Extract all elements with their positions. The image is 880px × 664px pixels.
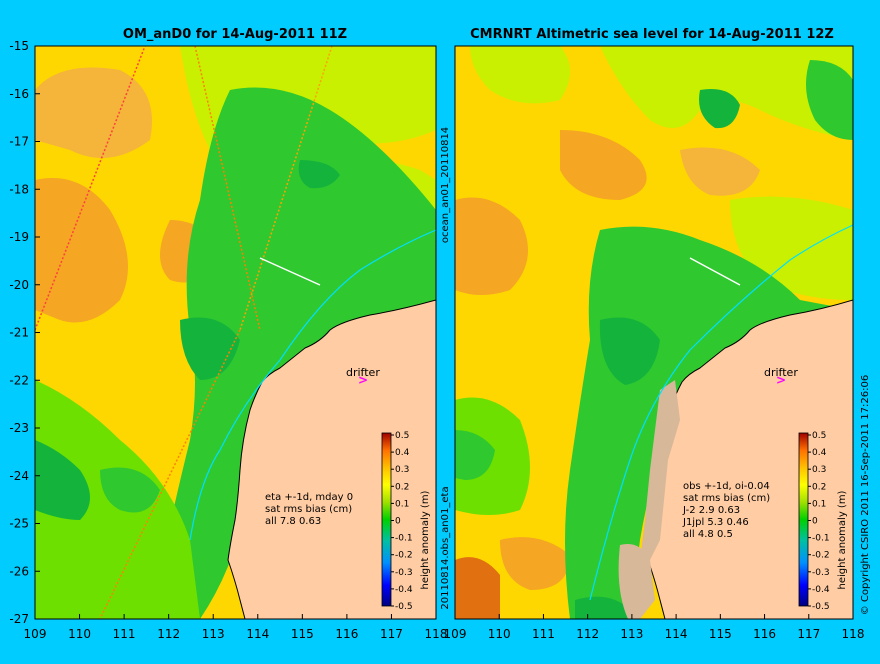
colorbar-tick-label: -0.5 [395, 602, 413, 612]
colorbar-tick-label: 0.5 [395, 431, 409, 441]
left-map-annotation: eta +-1d, mday 0 sat rms bias (cm) all 7… [265, 492, 353, 527]
y-tick-label: -15 [9, 39, 29, 53]
y-tick-label: -26 [9, 564, 29, 578]
right-colorbar: 0.5 0.4 0.3 0.2 0.1 0 -0.1 -0.2 -0.3 -0.4 -0.5 hei… [798, 431, 848, 612]
y-tick-label: -27 [9, 612, 29, 626]
y-tick-label: -24 [9, 469, 29, 483]
x-tick-label: 118 [842, 627, 865, 641]
left-map-title: OM_anD0 for 14-Aug-2011 11Z [123, 27, 347, 42]
left-map-drifter-label: drifter [346, 366, 380, 379]
colorbar-tick-label: 0.5 [812, 431, 826, 441]
right-map-annotation-line: obs +-1d, oi-0.04 [683, 481, 770, 492]
y-tick-label: -16 [9, 87, 29, 101]
x-tick-label: 116 [753, 627, 776, 641]
colorbar-tick-label: -0.2 [812, 551, 830, 561]
x-tick-label: 110 [68, 627, 91, 641]
x-tick-label: 115 [291, 627, 314, 641]
right-map-drifter-label: drifter [764, 366, 798, 379]
colorbar-tick-label: -0.3 [395, 568, 413, 578]
right-map-annotation-line: all 4.8 0.5 [683, 529, 733, 540]
right-map: CMRNRT Altimetric sea level for 14-Aug-2… [454, 27, 854, 620]
x-tick-label: 109 [444, 627, 467, 641]
y-tick-label: -23 [9, 421, 29, 435]
x-tick-label: 113 [202, 627, 225, 641]
x-tick-label: 111 [532, 627, 555, 641]
right-colorbar-label: height anomaly (m) [837, 490, 848, 589]
right-map-annotation-line: sat rms bias (cm) [683, 493, 770, 504]
left-map: OM_anD0 for 14-Aug-2011 11Z [34, 27, 437, 620]
colorbar-tick-label: 0.4 [395, 448, 410, 458]
y-tick-label: -18 [9, 182, 29, 196]
colorbar-tick-label: 0 [812, 517, 818, 527]
y-tick-label: -19 [9, 230, 29, 244]
x-tick-label: 109 [24, 627, 47, 641]
right-map-title: CMRNRT Altimetric sea level for 14-Aug-2… [470, 27, 834, 42]
y-tick-label: -21 [9, 326, 29, 340]
colorbar-tick-label: 0.2 [395, 482, 409, 492]
side-label-lower: 20110814.obs_an01_eta [440, 486, 451, 609]
right-map-annotation-line: J1jpl 5.3 0.46 [682, 517, 749, 528]
x-tick-label: 111 [113, 627, 136, 641]
left-colorbar-ramp [381, 432, 392, 607]
colorbar-tick-label: 0.3 [395, 465, 409, 475]
left-map-annotation-line: eta +-1d, mday 0 [265, 492, 353, 503]
left-colorbar-label: height anomaly (m) [420, 490, 431, 589]
left-map-annotation-line: sat rms bias (cm) [265, 504, 352, 515]
colorbar-tick-label: 0.3 [812, 465, 826, 475]
x-tick-label: 116 [335, 627, 358, 641]
colorbar-tick-label: -0.1 [812, 534, 830, 544]
right-x-axis: 109 110 111 112 113 114 115 116 117 118 [444, 614, 865, 641]
colorbar-tick-label: -0.4 [395, 585, 413, 595]
x-tick-label: 115 [709, 627, 732, 641]
colorbar-tick-label: 0 [395, 517, 401, 527]
left-map-drifter-arrow: > [358, 373, 368, 387]
x-tick-label: 117 [797, 627, 820, 641]
x-tick-label: 110 [488, 627, 511, 641]
x-tick-label: 114 [246, 627, 269, 641]
colorbar-tick-label: 0.1 [395, 499, 409, 509]
colorbar-tick-label: -0.4 [812, 585, 830, 595]
right-colorbar-ramp [798, 432, 809, 607]
colorbar-tick-label: -0.5 [812, 602, 830, 612]
side-label-upper: ocean_an01_20110814 [440, 127, 451, 243]
colorbar-tick-label: -0.3 [812, 568, 830, 578]
left-y-axis: -15 -16 -17 -18 -19 -20 -21 -22 -23 -24 -25 -26 -27 [9, 39, 40, 626]
left-map-field [35, 46, 436, 619]
colorbar-tick-label: -0.1 [395, 534, 413, 544]
right-map-annotation-line: J-2 2.9 0.63 [682, 505, 740, 516]
x-tick-label: 114 [665, 627, 688, 641]
left-map-annotation-line: all 7.8 0.63 [265, 516, 321, 527]
y-tick-label: -22 [9, 373, 29, 387]
right-map-field [455, 46, 853, 619]
x-tick-label: 113 [620, 627, 643, 641]
left-x-axis: 109 110 111 112 113 114 115 116 117 118 [24, 614, 448, 641]
right-map-drifter-arrow: > [776, 373, 786, 387]
right-map-annotation: obs +-1d, oi-0.04 sat rms bias (cm) J-2 … [682, 481, 770, 540]
x-tick-label: 112 [157, 627, 180, 641]
x-tick-label: 117 [380, 627, 403, 641]
colorbar-tick-label: -0.2 [395, 551, 413, 561]
copyright-label: © Copyright CSIRO 2011 16-Sep-2011 17:26… [860, 375, 871, 615]
y-tick-label: -20 [9, 278, 29, 292]
colorbar-tick-label: 0.1 [812, 499, 826, 509]
y-tick-label: -25 [9, 517, 29, 531]
colorbar-tick-label: 0.2 [812, 482, 826, 492]
x-tick-label: 112 [576, 627, 599, 641]
y-tick-label: -17 [9, 135, 29, 149]
colorbar-tick-label: 0.4 [812, 448, 827, 458]
left-colorbar: 0.5 0.4 0.3 0.2 0.1 0 -0.1 -0.2 -0.3 -0.4 -0.5 hei… [381, 431, 431, 612]
x-tick-label: 118 [425, 627, 448, 641]
